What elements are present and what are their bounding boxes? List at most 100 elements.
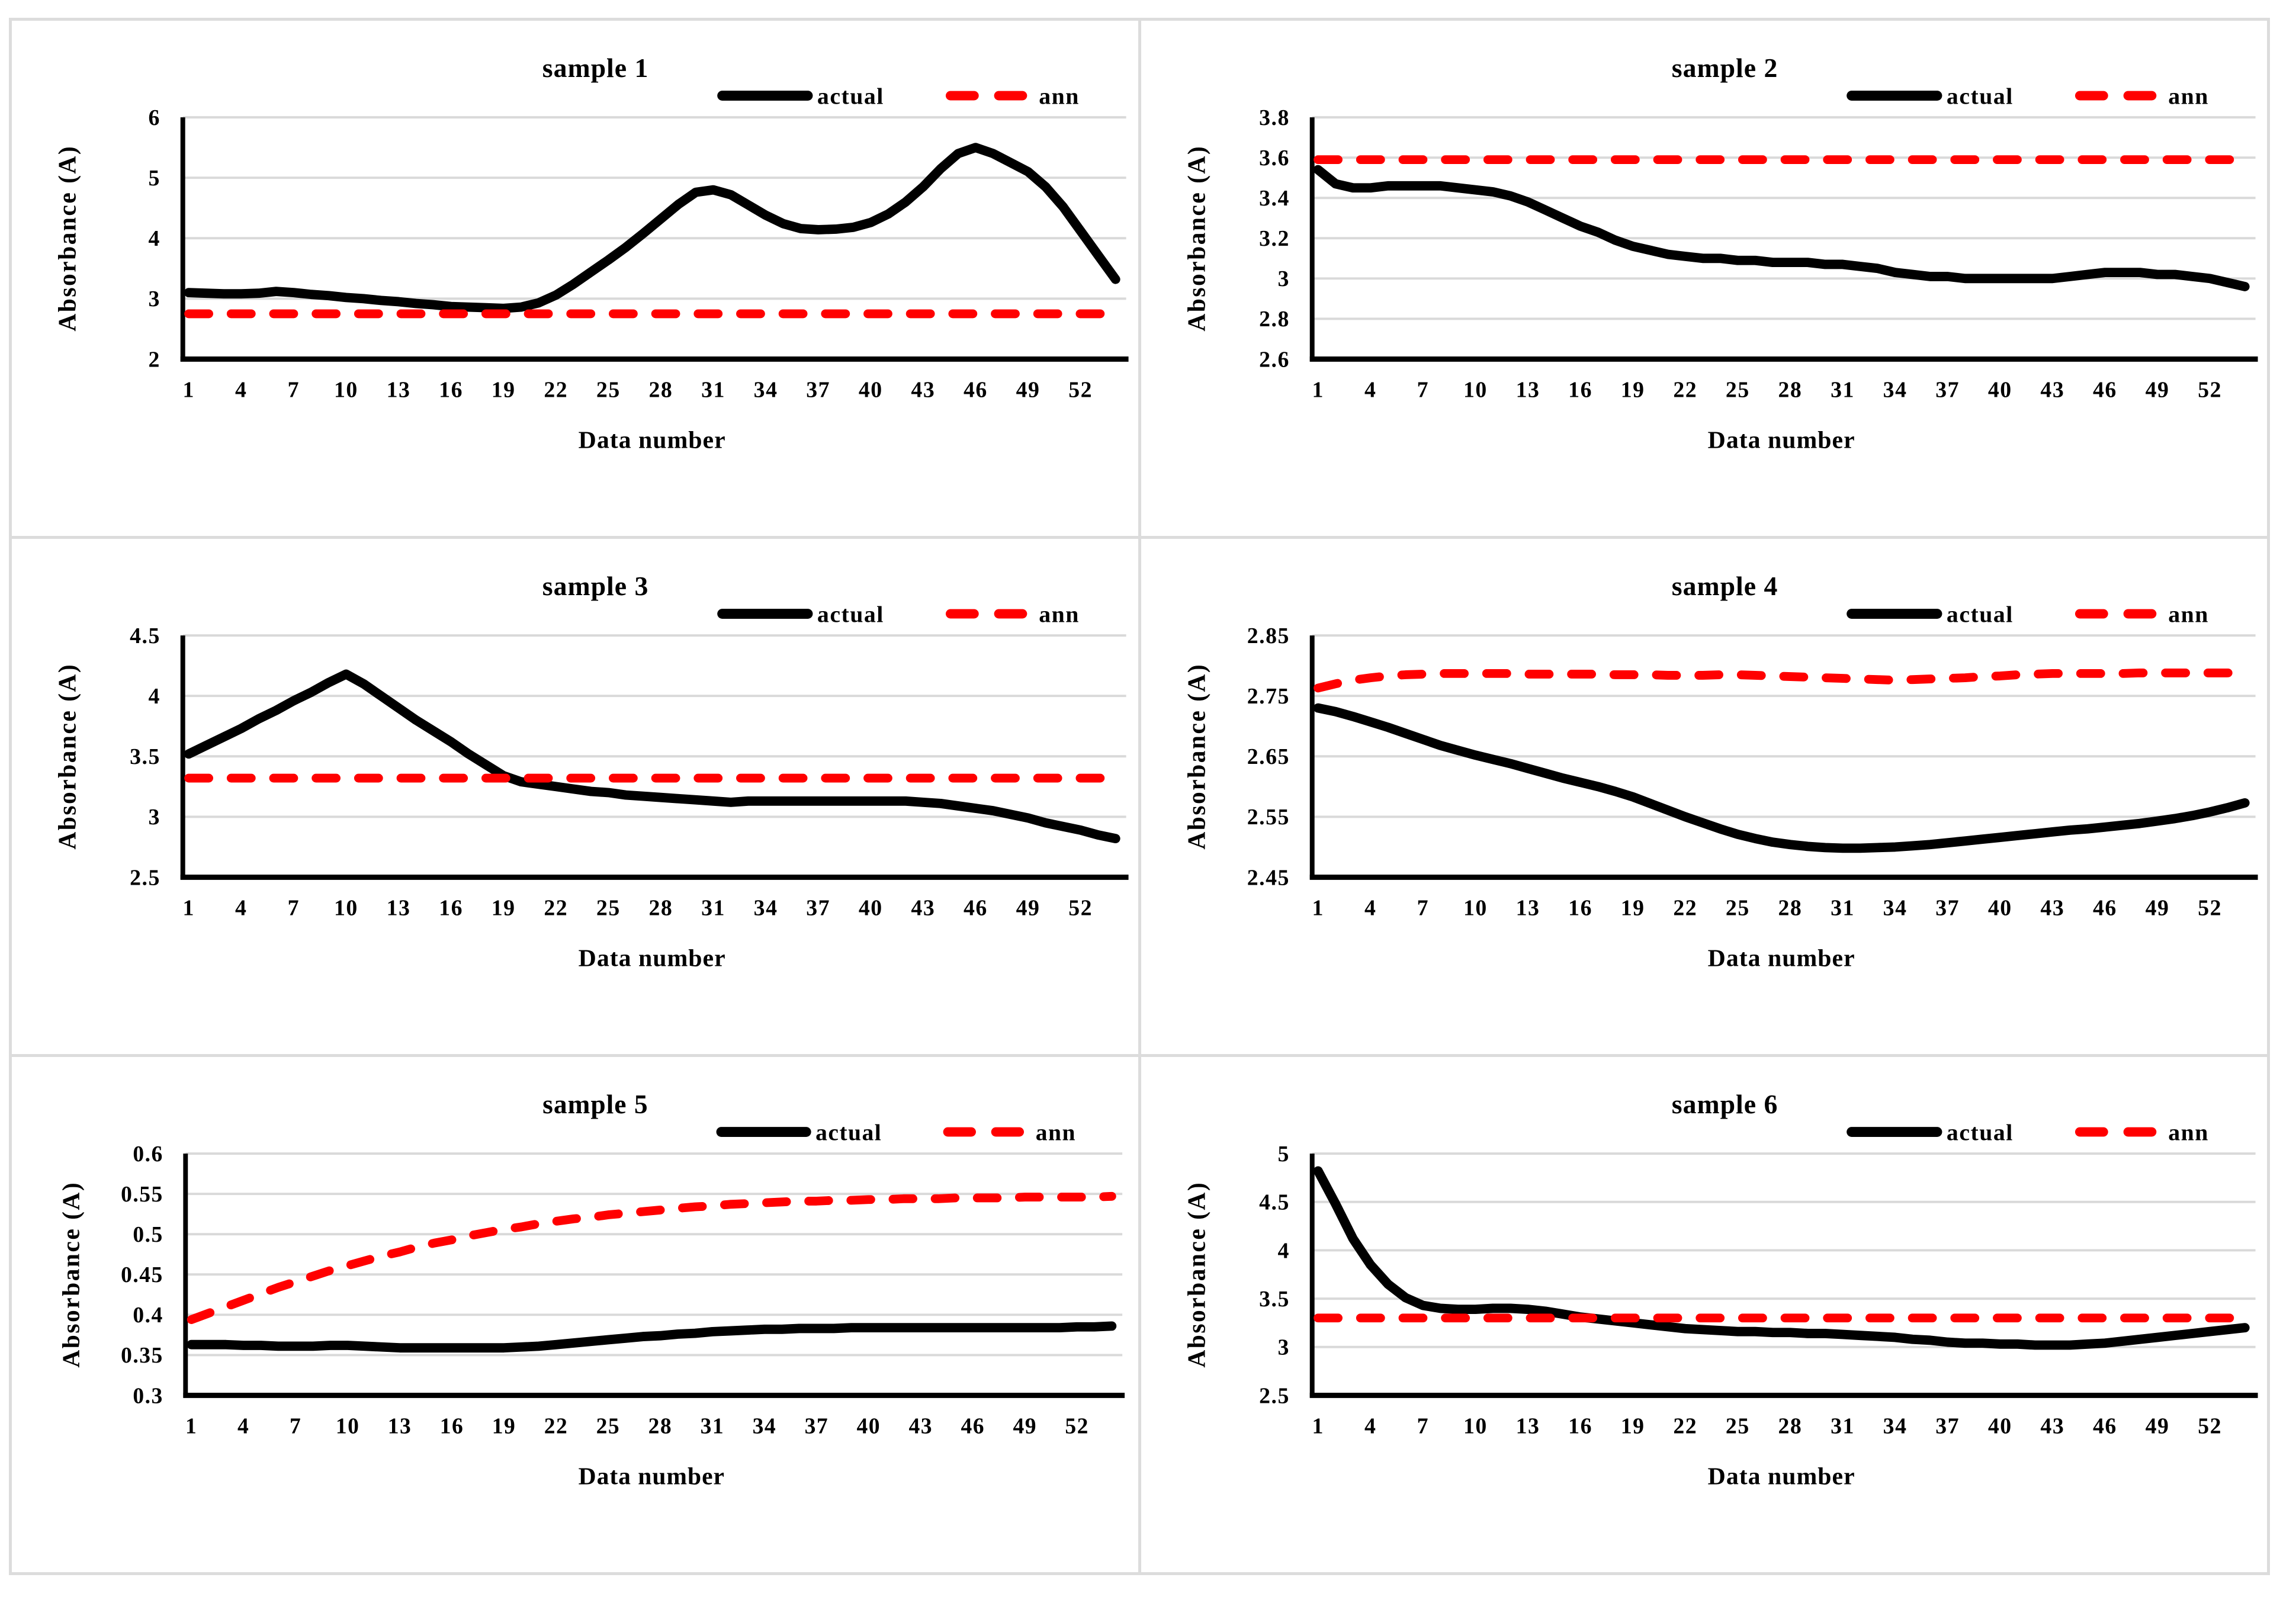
y-tick-label: 3.2	[1259, 226, 1290, 251]
y-tick-label: 2	[148, 347, 160, 372]
x-tick-label: 43	[2040, 1414, 2064, 1439]
y-tick-label: 3	[148, 805, 160, 830]
x-tick-label: 22	[544, 378, 568, 403]
x-tick-label: 4	[235, 896, 247, 921]
x-tick-label: 28	[649, 896, 673, 921]
chart-title: sample 2	[1671, 53, 1778, 83]
x-tick-label: 40	[1987, 896, 2012, 921]
chart-canvas-sample-6: 5 4.5 4 3.5 3 2.5 1 4 7 10 13 16 19 22 25 28 31 34 37 40 43 4…	[1183, 1089, 2258, 1490]
x-tick-label: 4	[1364, 1414, 1376, 1439]
x-tick-label: 28	[648, 1415, 673, 1439]
x-tick-label: 28	[1778, 896, 1802, 921]
x-tick-label: 52	[1068, 378, 1093, 403]
x-tick-label: 49	[1016, 378, 1041, 403]
x-tick-label: 10	[1463, 378, 1488, 403]
y-tick-label: 3	[1277, 266, 1289, 291]
x-tick-label: 1	[1312, 378, 1324, 403]
y-tick-label: 6	[148, 105, 160, 130]
x-tick-label: 34	[754, 896, 778, 921]
x-tick-label: 4	[1364, 896, 1376, 921]
legend-actual-label: actual	[815, 1119, 882, 1145]
y-tick-label: 4	[1277, 1238, 1289, 1263]
x-tick-label: 19	[492, 378, 516, 403]
chart-title: sample 4	[1671, 571, 1778, 601]
x-tick-label: 34	[1883, 896, 1907, 921]
x-tick-label: 19	[1620, 378, 1645, 403]
series-actual-line	[1313, 703, 2250, 853]
x-tick-label: 31	[701, 1415, 725, 1439]
y-tick-label: 0.4	[133, 1303, 163, 1328]
x-tick-label: 10	[334, 378, 358, 403]
chart-canvas-sample-2: 3.8 3.6 3.4 3.2 3 2.8 2.6 1 4 7 10 13 16 19 22 25 28 31 34…	[1183, 53, 2258, 454]
x-tick-label: 22	[1673, 896, 1697, 921]
y-tick-label: 3.8	[1259, 105, 1290, 130]
x-tick-label: 52	[2198, 1414, 2222, 1439]
x-axis-title: Data number	[579, 945, 726, 972]
legend-actual-label: actual	[1946, 83, 2013, 110]
x-tick-label: 7	[288, 896, 300, 921]
chart-canvas-sample-3: 4.5 4 3.5 3 2.5 1 4 7 10 13 16 19 22 25 28 31 34 37 40 43 46…	[54, 571, 1129, 972]
x-tick-label: 31	[1831, 378, 1855, 403]
y-tick-label: 4.5	[130, 624, 160, 648]
x-tick-label: 13	[1515, 1414, 1540, 1439]
x-tick-label: 19	[1620, 896, 1645, 921]
y-tick-label: 3.5	[130, 744, 160, 769]
chart-title: sample 6	[1671, 1089, 1778, 1119]
y-tick-label: 2.45	[1247, 865, 1289, 890]
x-tick-label: 28	[1778, 1414, 1802, 1439]
x-tick-label: 46	[2093, 378, 2117, 403]
x-tick-label: 46	[964, 896, 988, 921]
x-axis-title: Data number	[1707, 427, 1855, 454]
x-tick-label: 7	[1417, 896, 1428, 921]
x-tick-label: 31	[701, 378, 725, 403]
x-tick-label: 52	[2198, 378, 2222, 403]
chart-title: sample 3	[542, 571, 649, 601]
x-tick-label: 40	[859, 896, 883, 921]
x-tick-label: 34	[754, 378, 778, 403]
x-tick-label: 40	[857, 1415, 881, 1439]
y-tick-label: 2.5	[130, 865, 160, 890]
chart-panel-sample-4: 2.85 2.75 2.65 2.55 2.45 1 4 7 10 13 16 19 22 25 28 31 3…	[1141, 539, 2267, 1054]
y-axis-title: Absorbance (A)	[54, 663, 81, 850]
series-ann-line	[187, 1191, 1116, 1324]
series-actual-line	[1313, 165, 2250, 291]
y-axis-title: Absorbance (A)	[1183, 145, 1210, 332]
chart-panel-sample-2: 3.8 3.6 3.4 3.2 3 2.8 2.6 1 4 7 10 13 16 19 22 25 28 31 34…	[1141, 21, 2267, 536]
x-tick-label: 10	[1463, 1414, 1488, 1439]
x-tick-label: 7	[1417, 378, 1428, 403]
x-tick-label: 25	[596, 1415, 621, 1439]
x-tick-label: 37	[1935, 1414, 1960, 1439]
x-tick-label: 43	[2040, 378, 2064, 403]
y-axis-title: Absorbance (A)	[54, 145, 81, 332]
x-axis-title: Data number	[1707, 1463, 1855, 1490]
series-actual-line	[1313, 1166, 2250, 1350]
x-tick-label: 19	[1620, 1414, 1645, 1439]
x-tick-label: 34	[1883, 1414, 1907, 1439]
legend-ann-label: ann	[1039, 602, 1080, 628]
y-tick-label: 2.6	[1259, 347, 1290, 372]
x-tick-label: 22	[544, 896, 568, 921]
y-tick-label: 2.8	[1259, 307, 1290, 332]
x-tick-label: 22	[1673, 1414, 1697, 1439]
chart-canvas-sample-4: 2.85 2.75 2.65 2.55 2.45 1 4 7 10 13 16 19 22 25 28 31 3…	[1183, 571, 2258, 972]
x-tick-label: 1	[1312, 1414, 1324, 1439]
y-tick-label: 0.55	[121, 1183, 163, 1207]
chart-title: sample 1	[542, 53, 649, 83]
y-tick-label: 3.4	[1259, 186, 1290, 211]
x-tick-label: 52	[1065, 1415, 1089, 1439]
y-tick-label: 3	[148, 287, 160, 311]
y-tick-label: 3.6	[1259, 146, 1290, 171]
x-tick-label: 37	[805, 1415, 829, 1439]
x-tick-label: 28	[1778, 378, 1802, 403]
y-tick-label: 2.65	[1247, 744, 1289, 769]
y-tick-label: 5	[1277, 1142, 1289, 1167]
x-tick-label: 25	[1725, 1414, 1749, 1439]
x-tick-label: 46	[2093, 1414, 2117, 1439]
y-tick-label: 2.55	[1247, 805, 1289, 830]
y-tick-label: 0.6	[133, 1142, 163, 1167]
x-tick-label: 31	[701, 896, 725, 921]
x-tick-label: 31	[1831, 1414, 1855, 1439]
x-tick-label: 1	[182, 896, 194, 921]
x-tick-label: 1	[1312, 896, 1324, 921]
legend-actual-label: actual	[817, 83, 884, 110]
